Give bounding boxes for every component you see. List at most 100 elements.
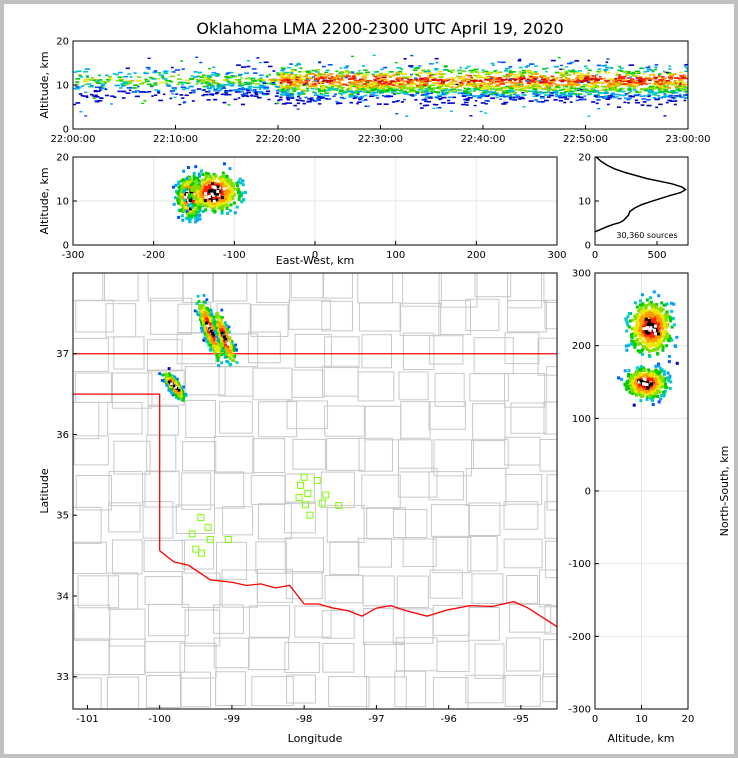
- ew-source: [194, 182, 198, 186]
- time-height-source: [600, 85, 604, 88]
- time-height-source: [375, 83, 379, 86]
- time-height-source: [82, 95, 88, 97]
- time-height-source: [677, 86, 681, 89]
- ew-core: [212, 199, 216, 203]
- time-height-source: [604, 95, 609, 98]
- time-height-source: [495, 96, 499, 99]
- time-height-source: [356, 102, 359, 105]
- ew-core: [215, 198, 219, 202]
- ew-source: [199, 195, 203, 199]
- time-height-source: [607, 95, 613, 97]
- plan-source: [235, 361, 239, 364]
- time-height-source: [512, 91, 517, 94]
- time-height-source: [110, 95, 115, 97]
- time-height-source: [409, 66, 414, 68]
- ew-source: [226, 199, 230, 203]
- time-height-source: [524, 70, 530, 73]
- time-height-source: [564, 88, 569, 91]
- time-height-source: [224, 90, 229, 93]
- time-height-source: [668, 94, 674, 97]
- time-height-source: [293, 104, 297, 107]
- time-height-source: [289, 73, 294, 76]
- time-height-source: [583, 77, 590, 79]
- time-height-source: [615, 96, 619, 98]
- plan-source: [195, 302, 199, 305]
- time-height-source: [315, 69, 320, 71]
- time-height-source: [628, 97, 632, 100]
- time-height-source: [303, 81, 309, 83]
- time-height-source: [368, 80, 373, 82]
- county-boundary: [213, 273, 248, 302]
- time-height-source: [195, 56, 199, 58]
- ew-source: [230, 192, 234, 196]
- time-height-source: [188, 77, 195, 80]
- time-height-source: [74, 88, 80, 90]
- time-height-source: [564, 76, 568, 79]
- time-height-source: [616, 106, 622, 108]
- ew-core: [204, 192, 208, 196]
- time-height-source: [589, 74, 594, 77]
- time-height-source: [76, 86, 80, 88]
- time-height-source: [446, 92, 449, 95]
- time-height-source: [180, 60, 184, 62]
- time-height-source: [149, 84, 153, 87]
- time-height-source: [641, 98, 646, 100]
- time-height-source: [676, 81, 680, 84]
- time-height-source: [669, 82, 675, 85]
- time-height-source: [543, 91, 548, 94]
- time-height-source: [419, 84, 424, 86]
- time-height-source: [422, 78, 427, 81]
- time-height-source: [622, 75, 627, 78]
- time-height-source: [597, 68, 602, 70]
- time-height-source: [647, 89, 651, 91]
- ew-source: [176, 191, 180, 195]
- time-height-source: [651, 86, 655, 89]
- time-height-source: [491, 91, 496, 93]
- ew-source: [235, 187, 239, 191]
- time-height-source: [443, 92, 447, 95]
- time-height-source: [565, 72, 569, 75]
- time-height-source: [270, 80, 275, 82]
- time-height-source: [296, 75, 302, 78]
- time-height-source: [326, 74, 331, 77]
- time-height-source: [479, 88, 485, 90]
- time-height-source: [627, 81, 632, 84]
- time-height-source: [379, 72, 383, 75]
- time-height-source: [523, 86, 529, 88]
- time-height-source: [500, 94, 506, 97]
- county-boundary: [507, 273, 542, 309]
- time-height-source: [246, 91, 251, 94]
- ew-source: [204, 187, 208, 191]
- time-height-source: [328, 80, 333, 82]
- time-height-source: [398, 72, 404, 75]
- time-height-source: [314, 94, 320, 96]
- time-height-source: [567, 80, 571, 83]
- plan-source: [226, 347, 230, 351]
- time-height-source: [213, 89, 216, 92]
- county-boundary: [505, 637, 541, 672]
- ew-core: [222, 187, 226, 191]
- county-boundary: [434, 372, 465, 407]
- time-height-source: [576, 89, 580, 91]
- time-height-source: [631, 75, 638, 77]
- time-height-source: [513, 76, 518, 79]
- time-height-source: [371, 80, 376, 83]
- time-height-source: [464, 67, 468, 69]
- sources-count: 30,360 sources: [616, 231, 677, 240]
- time-height-source: [239, 91, 244, 93]
- plan-source: [216, 344, 220, 348]
- time-height-source: [481, 81, 486, 84]
- ew-source: [217, 177, 221, 181]
- ew-source: [242, 198, 246, 202]
- time-height-source: [445, 78, 449, 81]
- ew-source: [196, 185, 200, 189]
- ew-source: [195, 204, 199, 208]
- time-height-source: [612, 82, 616, 85]
- plan-source: [203, 325, 207, 329]
- time-height-source: [203, 77, 208, 79]
- ew-source: [228, 209, 232, 213]
- time-height-source: [322, 77, 327, 79]
- county-boundary: [181, 472, 212, 510]
- time-height-source: [350, 88, 353, 90]
- ew-source: [198, 184, 202, 188]
